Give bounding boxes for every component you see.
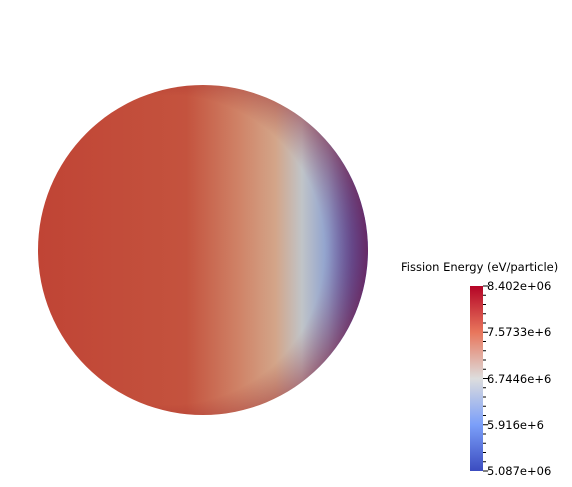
scalar-bar-title: Fission Energy (eV/particle) bbox=[401, 260, 558, 274]
scalar-bar bbox=[470, 286, 488, 471]
scalar-bar-label-q3: 7.5733e+6 bbox=[487, 326, 551, 338]
scalar-bar-label-q1: 5.916e+6 bbox=[487, 419, 544, 431]
scalar-bar-label-mid: 6.7446e+6 bbox=[487, 373, 551, 385]
scalar-bar-label-max: 8.402e+06 bbox=[487, 280, 551, 292]
scalar-bar-label-min: 5.087e+06 bbox=[487, 465, 551, 477]
scalar-bar-gradient bbox=[470, 286, 483, 471]
fission-energy-disk bbox=[38, 85, 368, 415]
